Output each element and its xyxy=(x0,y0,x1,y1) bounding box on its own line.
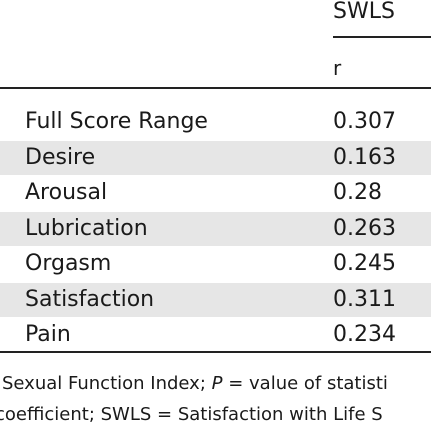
row-label: Orgasm xyxy=(25,251,112,276)
footnote-line: Sexual Function Index; P = value of stat… xyxy=(2,373,388,395)
row-value: 0.163 xyxy=(333,144,396,170)
row-shade xyxy=(0,211,431,246)
footnote-text: = value of statisti xyxy=(222,373,388,394)
row-value: 0.263 xyxy=(333,215,396,241)
footnote-line: coefficient; SWLS = Satisfaction with Li… xyxy=(0,404,383,425)
row-label: Desire xyxy=(25,144,96,170)
header-bottom-rule xyxy=(0,87,431,89)
row-value: 0.245 xyxy=(333,251,396,276)
footnote-symbol: P xyxy=(211,373,223,394)
row-label: Pain xyxy=(25,322,71,347)
row-value: 0.311 xyxy=(333,286,396,312)
row-label: Lubrication xyxy=(25,215,148,241)
column-header: SWLS xyxy=(333,0,395,24)
footnote-text: Sexual Function Index; xyxy=(2,373,212,394)
row-value: 0.307 xyxy=(333,109,396,134)
row-label: Arousal xyxy=(25,180,108,205)
sub-header: r xyxy=(333,56,342,80)
row-shade xyxy=(0,140,431,175)
table-bottom-rule xyxy=(0,351,431,353)
row-shade xyxy=(0,282,431,317)
row-label: Full Score Range xyxy=(25,109,208,134)
row-value: 0.234 xyxy=(333,322,396,347)
header-rule xyxy=(333,36,431,38)
row-label: Satisfaction xyxy=(25,286,155,312)
row-value: 0.28 xyxy=(333,180,382,205)
